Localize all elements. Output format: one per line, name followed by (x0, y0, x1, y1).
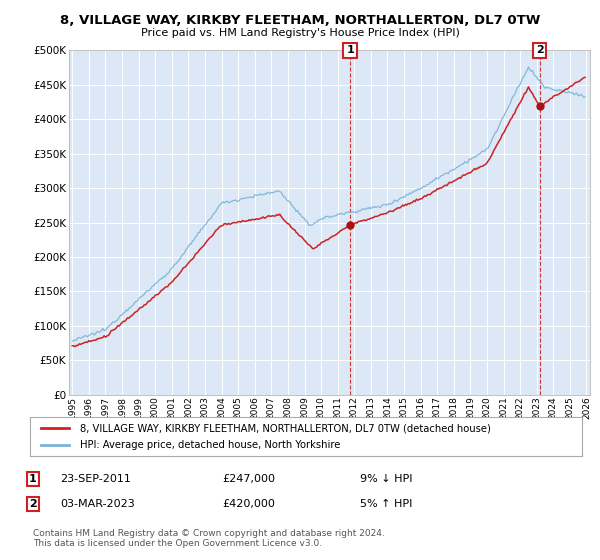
Text: 2: 2 (29, 499, 37, 509)
Text: 8, VILLAGE WAY, KIRKBY FLEETHAM, NORTHALLERTON, DL7 0TW: 8, VILLAGE WAY, KIRKBY FLEETHAM, NORTHAL… (60, 14, 540, 27)
Text: 9% ↓ HPI: 9% ↓ HPI (360, 474, 413, 484)
Text: 5% ↑ HPI: 5% ↑ HPI (360, 499, 412, 509)
Text: 1: 1 (29, 474, 37, 484)
Text: 1: 1 (346, 45, 354, 55)
Text: Price paid vs. HM Land Registry's House Price Index (HPI): Price paid vs. HM Land Registry's House … (140, 28, 460, 38)
Text: £247,000: £247,000 (222, 474, 275, 484)
Text: 8, VILLAGE WAY, KIRKBY FLEETHAM, NORTHALLERTON, DL7 0TW (detached house): 8, VILLAGE WAY, KIRKBY FLEETHAM, NORTHAL… (80, 423, 491, 433)
Text: 03-MAR-2023: 03-MAR-2023 (60, 499, 135, 509)
Text: 2: 2 (536, 45, 544, 55)
Text: Contains HM Land Registry data © Crown copyright and database right 2024.
This d: Contains HM Land Registry data © Crown c… (33, 529, 385, 548)
Text: 23-SEP-2011: 23-SEP-2011 (60, 474, 131, 484)
Text: HPI: Average price, detached house, North Yorkshire: HPI: Average price, detached house, Nort… (80, 440, 340, 450)
Text: £420,000: £420,000 (222, 499, 275, 509)
